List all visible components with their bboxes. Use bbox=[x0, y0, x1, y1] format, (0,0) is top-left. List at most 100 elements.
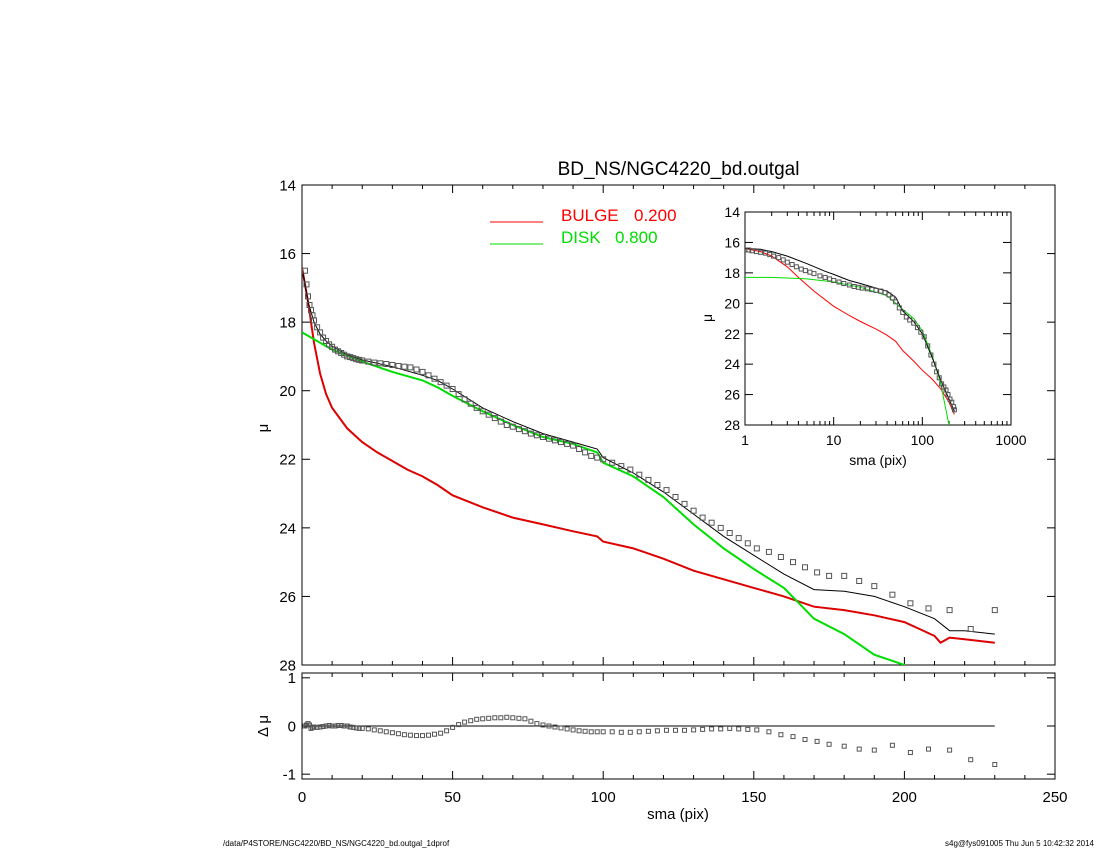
residual-point bbox=[474, 716, 480, 722]
residual-point bbox=[356, 725, 362, 731]
profile-point bbox=[425, 372, 432, 379]
residual-point bbox=[480, 716, 486, 722]
inset-profile-point bbox=[951, 404, 957, 410]
inset-x-tick-label: 1 bbox=[741, 432, 749, 448]
main-frame bbox=[301, 184, 1056, 666]
bulge-line bbox=[302, 267, 995, 644]
inset-profile-point bbox=[793, 264, 799, 270]
profile-point bbox=[413, 366, 420, 373]
profile-point bbox=[841, 572, 848, 579]
residual-point bbox=[510, 715, 516, 721]
residual-point bbox=[727, 725, 733, 731]
residual-point bbox=[371, 727, 377, 733]
inset-profile-point bbox=[914, 325, 920, 331]
inset-profile-point bbox=[749, 248, 755, 254]
profile-point bbox=[540, 434, 546, 440]
inset-x-tick-label: 1000 bbox=[995, 432, 1026, 448]
residual-point bbox=[841, 743, 847, 749]
residual-point bbox=[627, 729, 633, 735]
profile-point bbox=[443, 382, 450, 389]
residual-point bbox=[377, 728, 383, 734]
residual-point bbox=[673, 727, 678, 733]
profile-point bbox=[765, 548, 772, 555]
profile-point bbox=[576, 446, 583, 452]
residual-point bbox=[736, 726, 742, 732]
profile-point bbox=[663, 487, 670, 494]
inset-y-tick-label: 18 bbox=[724, 265, 740, 281]
residual-point bbox=[359, 725, 365, 731]
inset-profile-point bbox=[936, 375, 942, 381]
inset-log-plot: 1 10 100 1000 14 16 18 20 22 24 26 28 sma (pix) μ bbox=[699, 204, 1027, 468]
inset-frame bbox=[744, 211, 1012, 426]
residual-x-tick-label: 0 bbox=[298, 789, 306, 806]
residual-point bbox=[766, 729, 772, 735]
profile-point bbox=[681, 500, 688, 507]
residual-point bbox=[540, 722, 546, 728]
residual-x-tick-label: 50 bbox=[444, 789, 461, 806]
profile-point bbox=[371, 359, 378, 366]
residual-point bbox=[344, 723, 350, 729]
main-y-tick-label: 24 bbox=[279, 520, 296, 537]
main-y-tick-label: 18 bbox=[279, 315, 296, 332]
residual-point bbox=[444, 728, 450, 734]
profile-point bbox=[305, 293, 311, 300]
residual-point bbox=[745, 726, 751, 732]
inset-profile-point bbox=[907, 317, 913, 323]
inset-profile-point bbox=[928, 352, 934, 358]
profile-point bbox=[335, 348, 342, 355]
profile-point bbox=[889, 591, 896, 598]
residual-point bbox=[582, 728, 588, 734]
inset-profile-point bbox=[903, 314, 909, 320]
inset-y-tick-label: 20 bbox=[724, 295, 740, 311]
residual-point bbox=[588, 729, 594, 735]
profile-point bbox=[558, 439, 564, 446]
profile-point bbox=[377, 360, 384, 367]
profile-point bbox=[431, 375, 438, 382]
profile-point bbox=[871, 583, 878, 590]
residual-point bbox=[709, 726, 715, 732]
residual-point bbox=[347, 724, 353, 730]
legend-value-bulge: 0.200 bbox=[634, 206, 677, 225]
residual-point bbox=[389, 730, 395, 736]
main-y-tick-label: 22 bbox=[279, 452, 296, 469]
residual-point bbox=[486, 715, 492, 721]
profile-point bbox=[726, 530, 733, 536]
inset-profile-point bbox=[811, 271, 817, 277]
profile-point bbox=[814, 569, 821, 576]
inset-y-tick-label: 14 bbox=[724, 204, 740, 220]
chart-title: BD_NS/NGC4220_bd.outgal bbox=[558, 159, 800, 180]
profile-point bbox=[461, 396, 468, 403]
profile-point bbox=[627, 466, 634, 473]
inset-profile-point bbox=[934, 369, 940, 375]
residual-point bbox=[338, 723, 344, 728]
residual-point bbox=[926, 746, 931, 752]
profile-point bbox=[449, 386, 456, 392]
main-y-tick-label: 26 bbox=[279, 589, 296, 606]
inset-y-axis-label: μ bbox=[699, 314, 715, 322]
inset-profile-point bbox=[831, 278, 837, 283]
inset-series-group bbox=[745, 247, 957, 425]
residual-point bbox=[654, 728, 660, 734]
residual-point bbox=[365, 726, 371, 732]
residual-x-tick-label: 100 bbox=[591, 789, 616, 806]
profile-point bbox=[546, 435, 552, 442]
residual-point bbox=[456, 722, 462, 728]
residual-x-tick-label: 250 bbox=[1042, 789, 1067, 806]
residual-point bbox=[383, 729, 389, 735]
main-y-axis-label: μ bbox=[255, 424, 272, 433]
profile-point bbox=[991, 607, 998, 614]
profile-point bbox=[311, 317, 317, 324]
profile-point bbox=[395, 363, 402, 369]
inset-profile-point bbox=[918, 329, 924, 335]
residual-point bbox=[420, 733, 425, 739]
residual-point bbox=[871, 747, 877, 753]
residual-point bbox=[802, 737, 808, 742]
profile-point bbox=[503, 422, 510, 428]
profile-point bbox=[777, 554, 784, 560]
residual-point bbox=[907, 750, 913, 755]
profile-point bbox=[790, 559, 796, 566]
inset-profile-point bbox=[859, 285, 865, 291]
profile-point bbox=[735, 535, 742, 542]
residual-point bbox=[401, 732, 407, 738]
